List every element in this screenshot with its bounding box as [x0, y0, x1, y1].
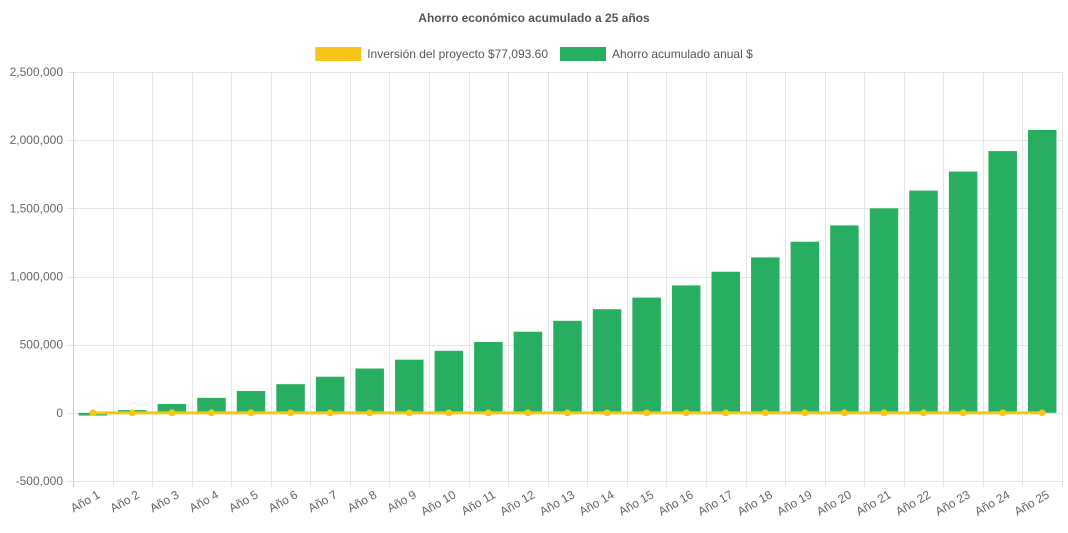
bar — [236, 391, 266, 413]
investment-point — [89, 409, 97, 417]
legend: Inversión del proyecto $77,093.60 Ahorro … — [315, 47, 753, 61]
bar — [315, 376, 345, 413]
x-tick-label: Año 24 — [972, 487, 1012, 518]
bar — [671, 285, 701, 413]
bar — [395, 359, 424, 413]
bar — [790, 241, 820, 413]
bar — [197, 397, 226, 413]
investment-point — [524, 409, 532, 417]
bar — [434, 350, 464, 413]
investment-point — [1038, 409, 1046, 417]
x-tick-label: Año 18 — [735, 487, 775, 518]
investment-point — [445, 409, 453, 417]
bar — [474, 341, 503, 413]
investment-point — [128, 409, 136, 417]
investment-point — [880, 409, 888, 417]
investment-point — [959, 409, 967, 417]
investment-point — [484, 409, 492, 417]
x-tick-label: Año 10 — [418, 487, 458, 518]
bar — [711, 271, 740, 413]
bar — [1027, 129, 1057, 413]
x-tick-label: Año 13 — [537, 487, 577, 518]
y-tick-label: 2,500,000 — [10, 65, 64, 79]
x-axis-ticks: Año 1 Año 2 Año 3 Año 4 Año 5 Año 6 Año 7 Año 8… — [68, 487, 1052, 518]
bar — [988, 151, 1017, 413]
x-tick-label: Año 1 — [68, 487, 102, 515]
bar — [355, 368, 384, 413]
investment-point — [761, 409, 769, 417]
y-axis-ticks: -500,000 0 500,000 1,000,000 1,500,000 2,000,… — [10, 65, 64, 488]
x-tick-label: Año 14 — [577, 487, 617, 518]
x-tick-label: Año 4 — [187, 487, 221, 515]
bar — [592, 309, 622, 413]
bar — [276, 384, 305, 413]
bar — [553, 320, 582, 413]
x-tick-label: Año 15 — [616, 487, 656, 518]
legend-swatch — [560, 47, 607, 61]
y-tick-label: 500,000 — [20, 338, 64, 352]
chart-title: Ahorro económico acumulado a 25 años — [418, 11, 650, 25]
investment-point — [840, 409, 848, 417]
investment-point — [682, 409, 690, 417]
x-tick-label: Año 21 — [854, 487, 894, 518]
legend-swatch — [315, 47, 362, 61]
x-tick-label: Año 7 — [305, 487, 339, 515]
line-series — [89, 409, 1046, 417]
y-tick-label: -500,000 — [16, 474, 64, 488]
x-tick-label: Año 5 — [226, 487, 260, 515]
grid — [67, 72, 1063, 487]
investment-point — [999, 409, 1007, 417]
bar — [157, 403, 187, 413]
x-tick-label: Año 8 — [345, 487, 379, 515]
bar — [869, 208, 899, 413]
investment-point — [603, 409, 611, 417]
investment-point — [207, 409, 215, 417]
investment-point — [326, 409, 334, 417]
bar — [632, 297, 661, 413]
x-tick-label: Año 19 — [774, 487, 814, 518]
x-tick-label: Año 16 — [656, 487, 696, 518]
investment-point — [168, 409, 176, 417]
x-tick-label: Año 6 — [266, 487, 300, 515]
bar — [909, 190, 938, 413]
bar — [830, 225, 859, 413]
y-tick-label: 2,000,000 — [10, 133, 64, 147]
legend-item[interactable]: Ahorro acumulado anual $ — [560, 47, 753, 61]
investment-point — [247, 409, 255, 417]
x-tick-label: Año 17 — [695, 487, 735, 518]
bar-series — [78, 129, 1057, 416]
investment-point — [722, 409, 730, 417]
investment-point — [366, 409, 374, 417]
bar — [513, 331, 543, 413]
x-tick-label: Año 23 — [933, 487, 973, 518]
investment-point — [643, 409, 651, 417]
x-tick-label: Año 12 — [497, 487, 537, 518]
x-tick-label: Año 9 — [385, 487, 419, 515]
investment-point — [564, 409, 571, 417]
investment-point — [801, 409, 809, 417]
investment-point — [405, 409, 413, 417]
y-tick-label: 0 — [56, 406, 63, 420]
bar — [948, 171, 978, 413]
x-tick-label: Año 11 — [459, 487, 498, 518]
x-tick-label: Año 3 — [147, 487, 181, 515]
y-tick-label: 1,000,000 — [10, 270, 64, 284]
legend-item[interactable]: Inversión del proyecto $77,093.60 — [315, 47, 548, 61]
investment-point — [920, 409, 928, 417]
legend-label: Ahorro acumulado anual $ — [612, 47, 753, 61]
y-tick-label: 1,500,000 — [10, 201, 64, 215]
investment-point — [287, 409, 295, 417]
x-tick-label: Año 20 — [814, 487, 854, 518]
x-tick-label: Año 2 — [108, 487, 142, 515]
x-tick-label: Año 25 — [1012, 487, 1052, 518]
legend-label: Inversión del proyecto $77,093.60 — [367, 47, 548, 61]
x-tick-label: Año 22 — [893, 487, 933, 518]
bar — [751, 257, 780, 413]
